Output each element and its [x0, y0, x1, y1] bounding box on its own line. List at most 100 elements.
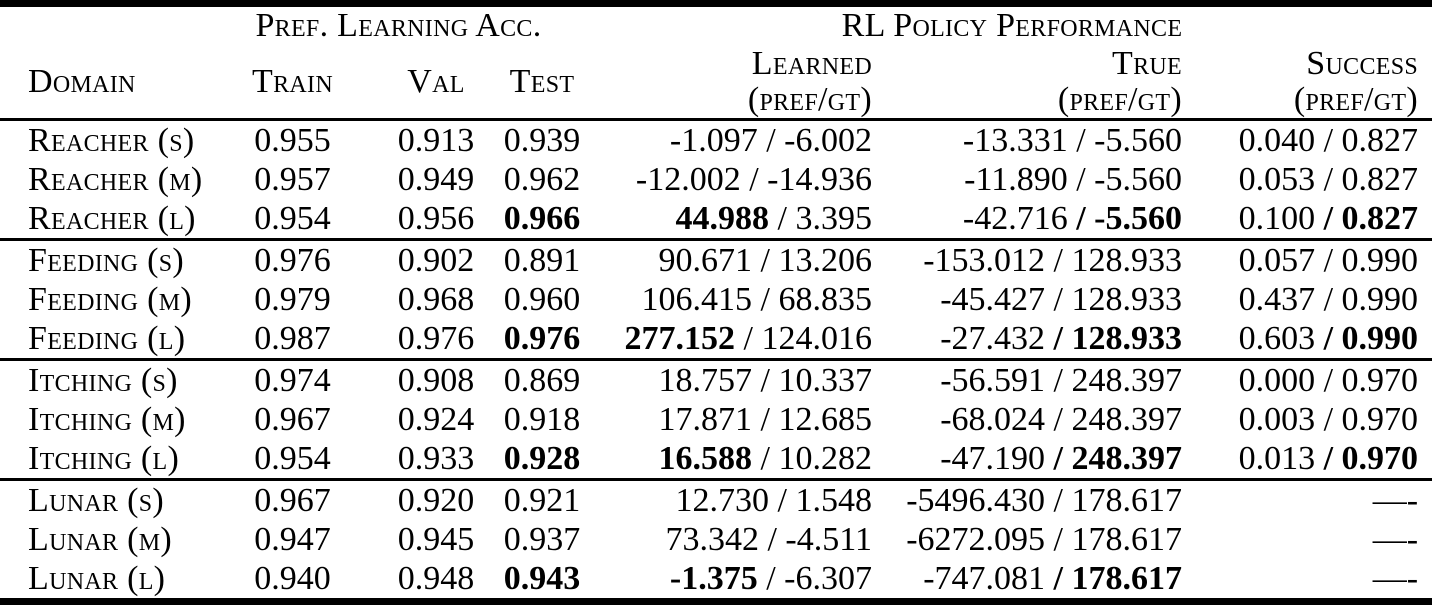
cell-train: 0.954 [205, 439, 380, 480]
col-header-domain: Domain [28, 62, 136, 100]
cell-success: 0.603 / 0.990 [1195, 319, 1432, 360]
cell-test: 0.966 [492, 199, 592, 240]
cell-val: 0.913 [380, 120, 492, 161]
value-part: 0.057 / 0.990 [1238, 242, 1419, 279]
group-header-rl-policy-performance: RL Policy Performance [841, 7, 1183, 45]
cell-learned: 16.588 / 10.282 [592, 439, 882, 480]
value-part: -27.432 [940, 320, 1054, 357]
cell-train: 0.955 [205, 120, 380, 161]
value-part: 0.960 [503, 281, 581, 318]
value-part: -47.190 [940, 440, 1054, 477]
cell-success: 0.100 / 0.827 [1195, 199, 1432, 240]
table-row: Reacher (m) 0.957 0.949 0.962 -12.002 / -14.… [0, 160, 1432, 199]
cell-val: 0.933 [380, 439, 492, 480]
cell-success: 0.057 / 0.990 [1195, 240, 1432, 281]
cell-true: -13.331 / -5.560 [882, 120, 1195, 161]
value-part: 0.948 [397, 560, 475, 597]
cell-test: 0.869 [492, 360, 592, 401]
value-part: / -5.560 [1076, 200, 1182, 237]
value-part: 277.152 [624, 320, 736, 357]
value-part: -5496.430 / 178.617 [906, 482, 1182, 519]
value-part: 0.928 [503, 440, 581, 477]
value-part: / 0.827 [1323, 200, 1419, 237]
value-part: 0.939 [503, 122, 581, 159]
value-part: 0.957 [254, 161, 331, 198]
cell-true: -47.190 / 248.397 [882, 439, 1195, 480]
value-part: / 0.970 [1323, 440, 1419, 477]
value-part: 0.956 [397, 200, 475, 237]
value-part: 0.968 [397, 281, 475, 318]
value-part: 0.954 [254, 440, 331, 477]
cell-learned: 18.757 / 10.337 [592, 360, 882, 401]
cell-true: -45.427 / 128.933 [882, 280, 1195, 319]
group-lunar: Lunar (s) 0.967 0.920 0.921 12.730 / 1.548 -5… [0, 479, 1432, 602]
cell-true: -5496.430 / 178.617 [882, 480, 1195, 521]
cell-train: 0.957 [205, 160, 380, 199]
col-header-train: Train [252, 62, 333, 100]
value-part: 106.415 / 68.835 [641, 281, 872, 318]
table-row: Itching (l) 0.954 0.933 0.928 16.588 / 10.28… [0, 439, 1432, 480]
value-part: / 128.933 [1053, 320, 1182, 357]
cell-test: 0.943 [492, 559, 592, 602]
table-row: Feeding (s) 0.976 0.902 0.891 90.671 / 13.20… [0, 240, 1432, 281]
column-header-row: Domain Train Val Test Learned (pref/gt) … [0, 44, 1432, 120]
cell-test: 0.962 [492, 160, 592, 199]
value-part: 16.588 [658, 440, 753, 477]
cell-train: 0.954 [205, 199, 380, 240]
cell-true: -27.432 / 128.933 [882, 319, 1195, 360]
value-part: 0.902 [397, 242, 475, 279]
value-part: 0.040 / 0.827 [1238, 122, 1419, 159]
table-row: Lunar (l) 0.940 0.948 0.943 -1.375 / -6.307-… [0, 559, 1432, 602]
value-part: 0.003 / 0.970 [1238, 401, 1419, 438]
cell-domain: Feeding (m) [28, 281, 193, 318]
value-part: / 178.617 [1053, 560, 1182, 597]
cell-success: 0.003 / 0.970 [1195, 400, 1432, 439]
value-part: / 3.395 [769, 200, 872, 237]
value-part: 0.945 [397, 521, 475, 558]
cell-train: 0.976 [205, 240, 380, 281]
cell-val: 0.908 [380, 360, 492, 401]
cell-learned: 90.671 / 13.206 [592, 240, 882, 281]
cell-success: 0.000 / 0.970 [1195, 360, 1432, 401]
cell-val: 0.924 [380, 400, 492, 439]
value-part: 0.967 [254, 401, 331, 438]
col-header-success-label: Success [1306, 44, 1419, 82]
value-part: 0.940 [254, 560, 331, 597]
cell-domain: Itching (s) [28, 362, 178, 399]
cell-val: 0.956 [380, 199, 492, 240]
value-part: 0.987 [254, 320, 331, 357]
cell-domain: Reacher (m) [28, 161, 203, 198]
value-part: 44.988 [675, 200, 770, 237]
cell-train: 0.940 [205, 559, 380, 602]
cell-val: 0.976 [380, 319, 492, 360]
value-part: 0.976 [397, 320, 475, 357]
col-header-learned-label: Learned [751, 44, 872, 82]
cell-val: 0.968 [380, 280, 492, 319]
cell-learned: 17.871 / 12.685 [592, 400, 882, 439]
table-row: Reacher (l) 0.954 0.956 0.966 44.988 / 3.395… [0, 199, 1432, 240]
cell-train: 0.979 [205, 280, 380, 319]
cell-learned: 44.988 / 3.395 [592, 199, 882, 240]
value-part: —- [1372, 521, 1419, 558]
value-part: 73.342 / -4.511 [665, 521, 872, 558]
cell-test: 0.891 [492, 240, 592, 281]
value-part: 0.979 [254, 281, 331, 318]
value-part: -6272.095 / 178.617 [906, 521, 1182, 558]
table-row: Reacher (s) 0.955 0.913 0.939 -1.097 / -6.00… [0, 120, 1432, 161]
cell-train: 0.947 [205, 520, 380, 559]
value-part: 0.603 [1238, 320, 1324, 357]
value-part: / 10.282 [752, 440, 872, 477]
cell-val: 0.920 [380, 480, 492, 521]
cell-success: —- [1195, 520, 1432, 559]
group-header-row: Pref. Learning Acc. RL Policy Performanc… [0, 4, 1432, 46]
cell-success: —- [1195, 559, 1432, 602]
value-part: 0.437 / 0.990 [1238, 281, 1419, 318]
value-part: —- [1372, 560, 1419, 597]
value-part: 0.918 [503, 401, 581, 438]
col-header-test: Test [509, 62, 575, 100]
value-part: -747.081 [923, 560, 1054, 597]
cell-val: 0.948 [380, 559, 492, 602]
cell-domain: Itching (m) [28, 401, 186, 438]
value-part: / 248.397 [1053, 440, 1182, 477]
value-part: 0.937 [503, 521, 581, 558]
